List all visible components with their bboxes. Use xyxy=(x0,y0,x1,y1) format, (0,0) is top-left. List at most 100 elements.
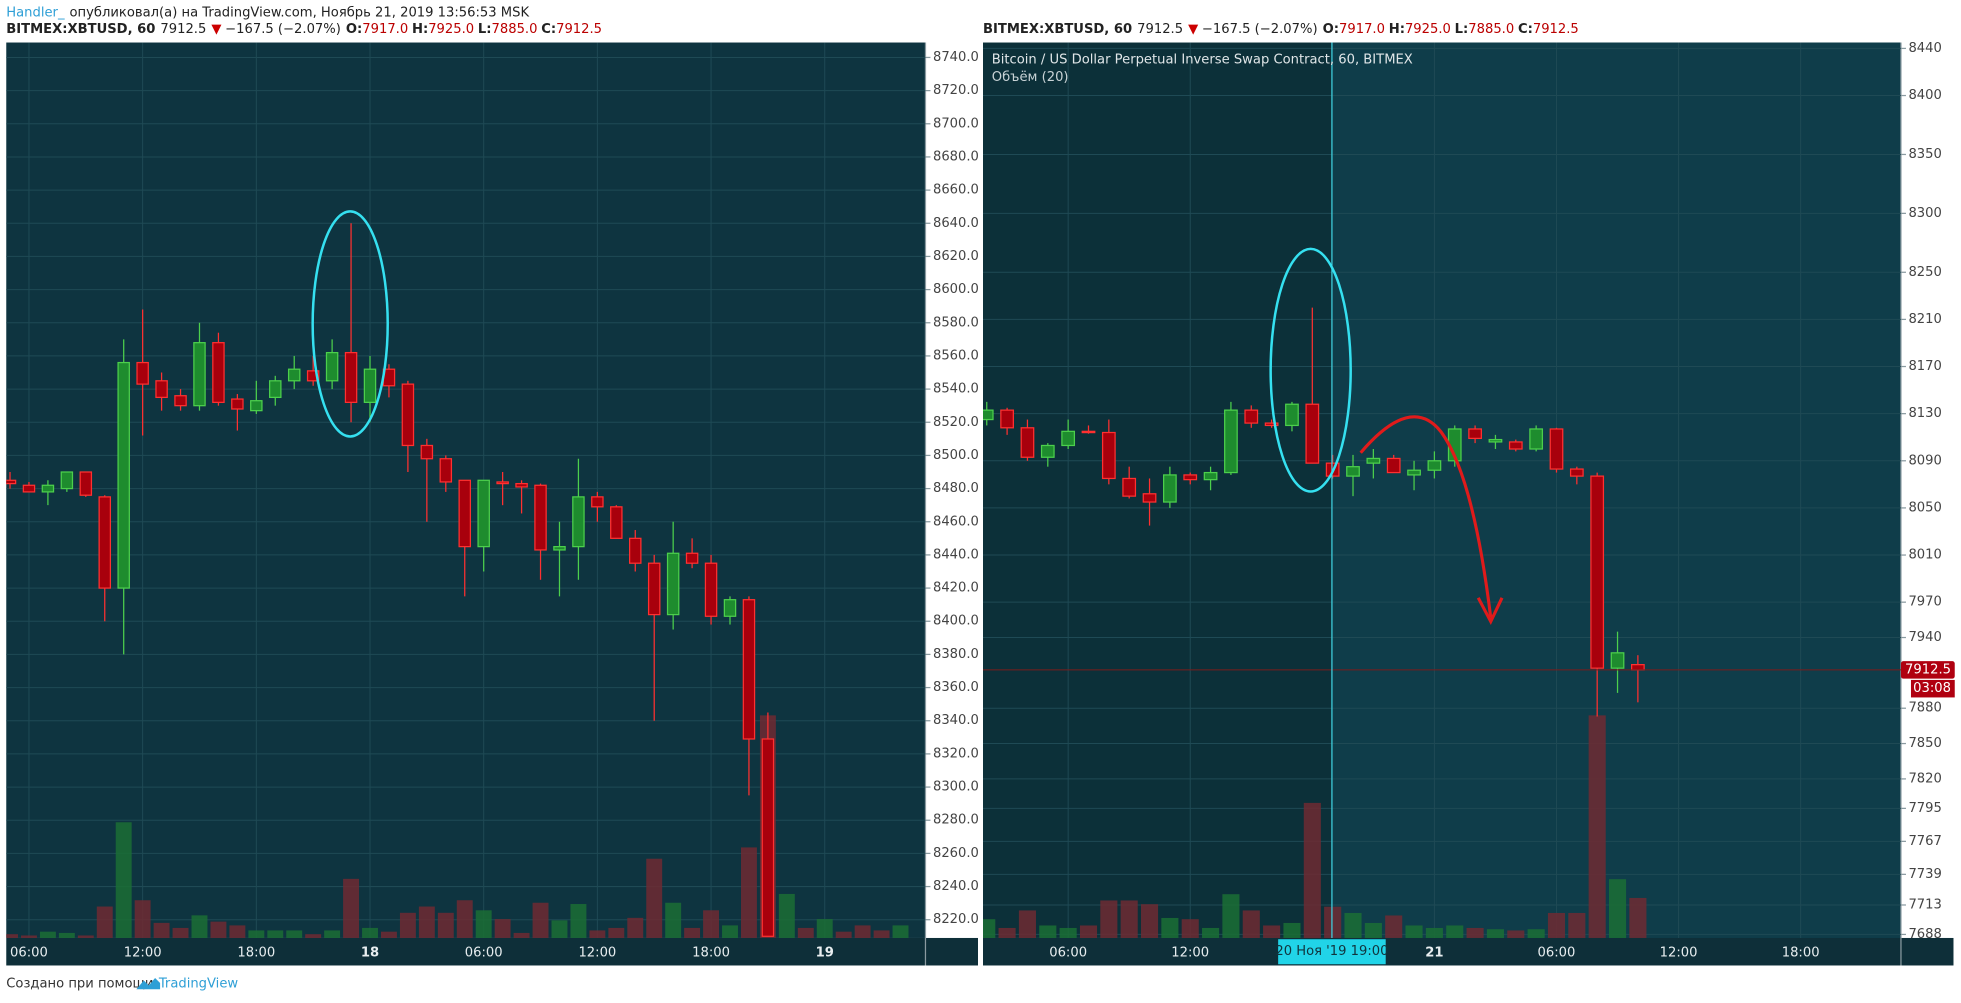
l: 7885.0 xyxy=(1468,21,1514,36)
pane-highlight xyxy=(1331,42,1901,938)
candle-body xyxy=(742,599,756,740)
price-label: 7912.5 xyxy=(1905,662,1951,677)
y-tick-label: 7739 xyxy=(1908,867,1941,882)
volume-bar xyxy=(1161,917,1179,938)
volume-bar xyxy=(1568,912,1586,938)
candle-body xyxy=(1427,460,1442,471)
volume-bar xyxy=(551,920,568,938)
price-label-box xyxy=(1900,661,1955,679)
h-label: H: xyxy=(1389,21,1405,36)
volume-bar xyxy=(589,930,606,938)
candle-body xyxy=(98,496,112,589)
volume-bar xyxy=(1507,930,1525,938)
candle-body xyxy=(269,380,282,399)
volume-bar xyxy=(1588,715,1606,938)
volume-bar xyxy=(1059,927,1077,938)
candle-body xyxy=(1122,477,1137,497)
candle-body xyxy=(6,479,17,485)
volume-bar xyxy=(703,910,720,938)
candle-body xyxy=(1569,468,1584,477)
y-tick-label: 8300.0 xyxy=(933,780,979,795)
y-tick-label: 8700.0 xyxy=(933,116,979,131)
volume-bar xyxy=(665,902,682,938)
y-tick-label: 8740.0 xyxy=(933,50,979,65)
y-tick-label: 8170 xyxy=(1908,359,1941,374)
candle-body xyxy=(1488,438,1503,443)
volume-bar xyxy=(1629,897,1647,938)
volume-bar xyxy=(1100,900,1118,938)
volume-bar xyxy=(532,902,549,938)
y-tick-label: 8580.0 xyxy=(933,315,979,330)
volume-bar xyxy=(1486,929,1504,938)
x-tick-label: 06:00 xyxy=(1049,945,1087,960)
candle-body xyxy=(647,562,661,616)
y-tick-label: 7850 xyxy=(1908,736,1941,751)
candle-body xyxy=(231,398,244,410)
candle-body xyxy=(1610,652,1625,669)
candle-body xyxy=(723,599,737,617)
volume-bar xyxy=(1242,910,1260,938)
y-tick-label: 8350 xyxy=(1908,147,1941,162)
l-label: L: xyxy=(478,21,492,36)
h: 7925.0 xyxy=(428,21,474,36)
candle-body xyxy=(1244,409,1259,424)
candle-body xyxy=(685,552,699,564)
volume-bar xyxy=(778,893,795,938)
y-tick-label: 7688 xyxy=(1908,927,1941,942)
footer-brand[interactable]: TradingView xyxy=(158,977,239,992)
volume-bar xyxy=(1039,925,1057,938)
chart-right: 8440 8400 8350 8300 8250 8210 8170 8130 8090 8050… xyxy=(983,41,1955,966)
volume-bar xyxy=(513,932,530,938)
volume-bar xyxy=(1405,925,1423,938)
volume-bar xyxy=(418,906,435,938)
y-tick-label: 7767 xyxy=(1908,834,1941,849)
volume-bar xyxy=(797,927,814,938)
candle-body xyxy=(439,458,453,483)
y-tick-label: 8320.0 xyxy=(933,746,979,761)
candle-body xyxy=(306,370,320,382)
volume-bar xyxy=(77,935,94,938)
candle-body xyxy=(666,552,680,616)
y-tick-label: 8300 xyxy=(1908,206,1941,221)
volume-bar xyxy=(1283,922,1301,938)
volume-bar xyxy=(21,935,37,938)
y-tick-label: 7970 xyxy=(1908,595,1941,610)
o: 7917.0 xyxy=(1339,21,1385,36)
y-tick-label: 8420.0 xyxy=(933,581,979,596)
candle-body xyxy=(761,738,775,937)
x-tick-label: 12:00 xyxy=(124,945,162,960)
c-label: C: xyxy=(1518,21,1533,36)
y-tick-label: 8440 xyxy=(1908,41,1941,56)
candle-body xyxy=(1163,474,1177,503)
o: 7917.0 xyxy=(362,21,408,36)
volume-bar xyxy=(1222,894,1240,938)
logo xyxy=(136,977,161,990)
pane-title: Bitcoin / US Dollar Perpetual Inverse Sw… xyxy=(992,53,1413,68)
candle-body xyxy=(401,383,415,447)
y-tick-label: 7880 xyxy=(1908,701,1941,716)
candle-body xyxy=(1203,471,1218,481)
symbol: BITMEX:XBTUSD, 60 xyxy=(983,21,1132,36)
candle-body xyxy=(1285,403,1299,427)
volume-bar xyxy=(399,912,416,938)
y-tick-label: 8460.0 xyxy=(933,514,979,529)
volume-bar xyxy=(229,925,246,938)
candle-body xyxy=(553,545,566,551)
y-tick-label: 8640.0 xyxy=(933,216,979,231)
volume-bar xyxy=(1425,927,1443,938)
volume-bar xyxy=(1446,925,1464,938)
y-tick-label: 8090 xyxy=(1908,453,1941,468)
countdown: 03:08 xyxy=(1913,681,1951,696)
author[interactable]: Handler_ xyxy=(6,5,65,20)
volume-bar xyxy=(627,917,644,938)
candle-body xyxy=(1508,441,1523,450)
candle-body xyxy=(1061,430,1076,447)
arrow xyxy=(1359,415,1493,618)
c: 7912.5 xyxy=(556,21,602,36)
volume-bar xyxy=(608,927,625,938)
y-tick-label: 8660.0 xyxy=(933,183,979,198)
y-tick-label: 8560.0 xyxy=(933,348,979,363)
volume-bar xyxy=(1344,912,1362,938)
x-tick-label: 18:00 xyxy=(1782,945,1820,960)
